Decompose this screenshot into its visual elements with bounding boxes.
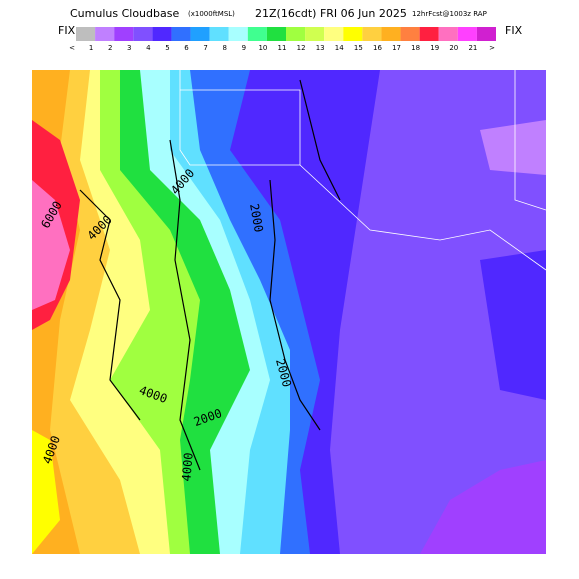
colorbar-label: 12 (297, 44, 306, 52)
colorbar-label: 11 (278, 44, 287, 52)
colorbar-left: FIX (58, 24, 76, 37)
colorbar-right: FIX (505, 24, 523, 37)
colorbar-cell (419, 27, 439, 41)
colorbar-label: 14 (335, 44, 344, 52)
colorbar-cell (457, 27, 477, 41)
colorbar-cell (114, 27, 134, 41)
colorbar: <1 2 3 4 5 6 7 8 9 10 11 12 13 14 15 16 17 18 19 20 21 > (69, 27, 496, 52)
colorbar-label: 10 (258, 44, 267, 52)
colorbar-label: 8 (222, 44, 226, 52)
colorbar-cell (476, 27, 496, 41)
colorbar-label: 17 (392, 44, 401, 52)
colorbar-cell (152, 27, 172, 41)
colorbar-cell (247, 27, 267, 41)
colorbar-cell (362, 27, 382, 41)
colorbar-label: 20 (449, 44, 458, 52)
colorbar-cell (343, 27, 363, 41)
colorbar-cell (190, 27, 210, 41)
colorbar-cell (228, 27, 248, 41)
colorbar-cell (266, 27, 286, 41)
colorbar-cell (209, 27, 229, 41)
colorbar-label: 1 (89, 44, 93, 52)
units: (x1000ftMSL) (188, 10, 235, 18)
colorbar-label: 18 (411, 44, 420, 52)
colorbar-cell (133, 27, 153, 41)
colorbar-label: 7 (203, 44, 207, 52)
colorbar-cell (438, 27, 458, 41)
colorbar-label: 6 (184, 44, 189, 52)
colorbar-cell (171, 27, 191, 41)
colorbar-label: < (69, 44, 75, 52)
forecast: 12hrFcst@1003z RAP (412, 10, 487, 18)
colorbar-cell (381, 27, 401, 41)
colorbar-cell (305, 27, 325, 41)
colorbar-cell (324, 27, 344, 41)
contour-label: 4000 (179, 452, 195, 482)
colorbar-label: 5 (165, 44, 169, 52)
colorbar-label: 4 (146, 44, 151, 52)
colorbar-cell (95, 27, 115, 41)
colorbar-label: 21 (468, 44, 477, 52)
colorbar-label: 9 (242, 44, 246, 52)
colorbar-cell (400, 27, 420, 41)
colorbar-cell (76, 27, 96, 41)
valid-time: 21Z(16cdt) FRI 06 Jun 2025 (255, 7, 407, 20)
colorbar-cell (286, 27, 306, 41)
contour-label: 2000 (247, 202, 266, 233)
colorbar-label: 2 (108, 44, 112, 52)
colorbar-label: > (489, 44, 495, 52)
title: Cumulus Cloudbase (70, 7, 179, 20)
colorbar-label: 15 (354, 44, 363, 52)
colorbar-label: 3 (127, 44, 131, 52)
colorbar-label: 16 (373, 44, 382, 52)
colorbar-label: 19 (430, 44, 439, 52)
colorbar-label: 13 (316, 44, 325, 52)
